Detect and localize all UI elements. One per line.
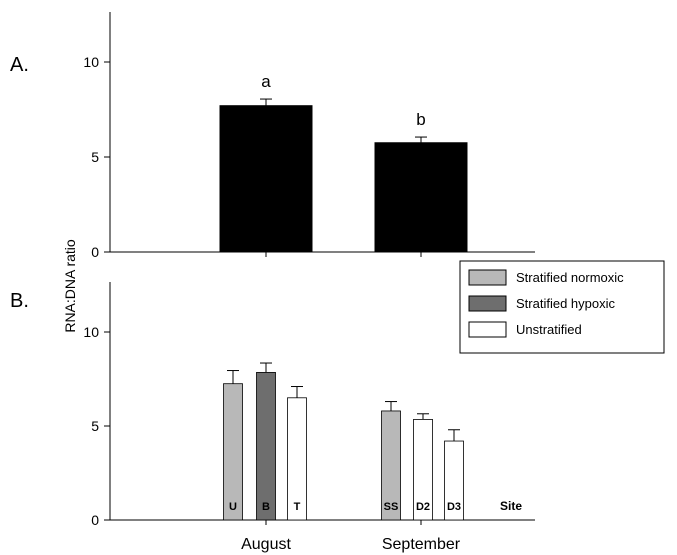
site-label-t: T: [294, 501, 301, 513]
legend-swatch: [468, 269, 507, 286]
x-group-label-august: August: [241, 536, 291, 553]
significance-letter: b: [416, 110, 425, 129]
y-tick-label-b: 0: [91, 512, 99, 528]
bar-b: [256, 372, 276, 521]
bar-a-august: [219, 105, 313, 253]
site-label-d3: D3: [447, 501, 461, 513]
legend-swatch: [468, 295, 507, 312]
site-label-b: B: [262, 501, 270, 513]
site-label-d2: D2: [416, 501, 430, 513]
legend-swatch: [468, 321, 507, 338]
bar-u: [223, 383, 243, 521]
site-axis-label: Site: [500, 499, 522, 513]
y-tick-label-b: 10: [83, 324, 99, 340]
panel-label-a: A.: [10, 54, 29, 76]
significance-letter: a: [261, 72, 271, 91]
y-tick-label-a: 10: [83, 54, 99, 70]
legend-label: Unstratified: [516, 322, 582, 337]
legend-label: Stratified hypoxic: [516, 296, 615, 311]
x-group-label-september: September: [382, 536, 461, 553]
panel-label-b: B.: [10, 290, 29, 312]
y-tick-label-b: 5: [91, 418, 99, 434]
y-tick-label-a: 0: [91, 244, 99, 260]
bar-a-september: [374, 142, 468, 253]
legend-label: Stratified normoxic: [516, 270, 624, 285]
site-label-ss: SS: [384, 501, 399, 513]
site-label-u: U: [229, 501, 237, 513]
y-tick-label-a: 5: [91, 149, 99, 165]
y-axis-title: RNA:DNA ratio: [62, 239, 78, 333]
